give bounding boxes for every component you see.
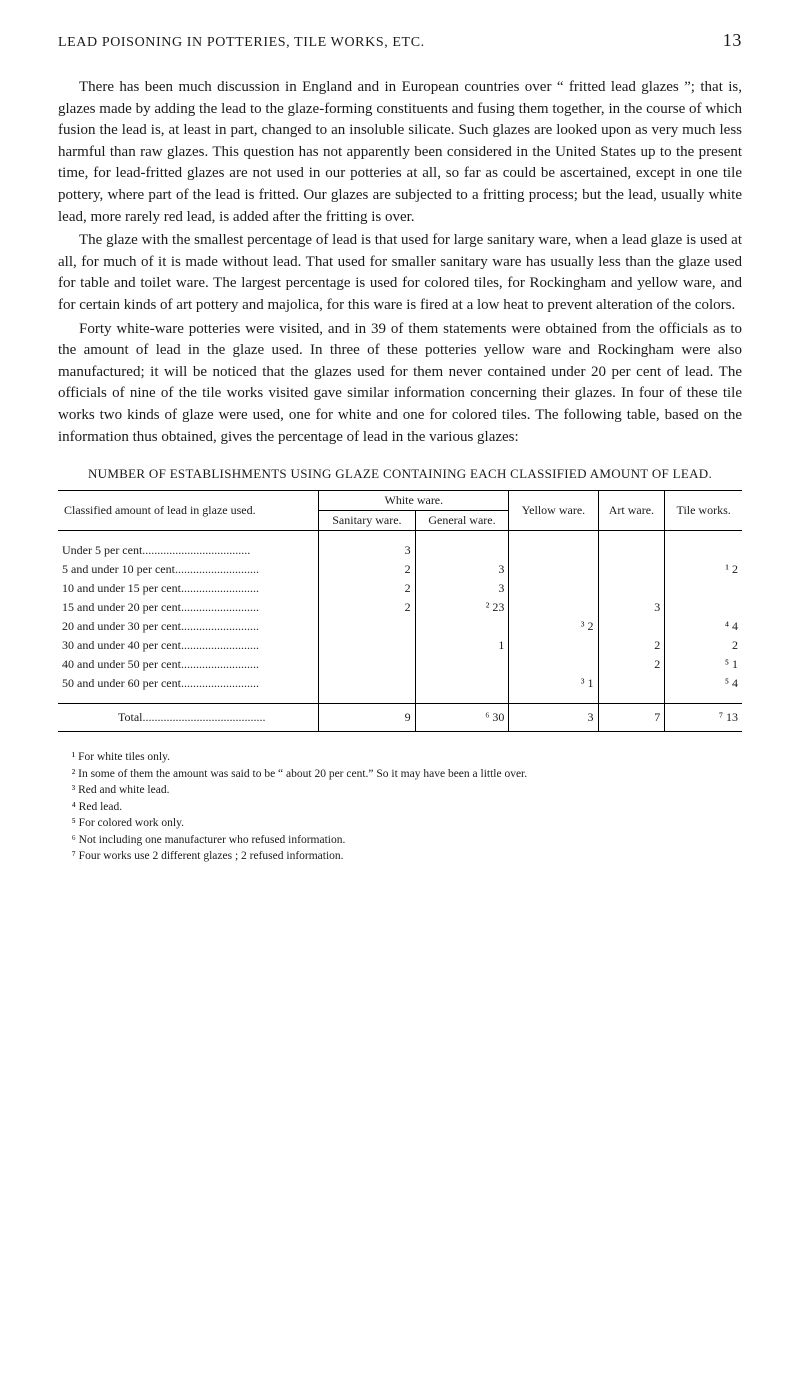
paragraph-3: Forty white-ware potteries were visited,… [58, 319, 742, 449]
total-label: Total [118, 710, 143, 724]
cell [509, 541, 598, 560]
cell: ¹ 2 [665, 560, 742, 579]
footnotes: ¹ For white tiles only. ² In some of the… [58, 750, 742, 865]
running-title: LEAD POISONING IN POTTERIES, TILE WORKS,… [58, 35, 425, 51]
running-head: LEAD POISONING IN POTTERIES, TILE WORKS,… [58, 30, 742, 51]
table-row: Under 5 per cent........................… [58, 541, 742, 560]
cell: 3 [598, 598, 665, 617]
cell: 9 [319, 704, 415, 732]
footnote-3: ³ Red and white lead. [58, 783, 742, 799]
cell [598, 674, 665, 693]
cell [509, 598, 598, 617]
footnote-4: ⁴ Red lead. [58, 800, 742, 816]
row-label: 10 and under 15 per cent [62, 581, 181, 595]
cell [319, 655, 415, 674]
cell [598, 579, 665, 598]
cell: ⁶ 30 [415, 704, 509, 732]
cell [509, 655, 598, 674]
cell: 3 [319, 541, 415, 560]
col-stub: Classified amount of lead in glaze used. [58, 491, 319, 531]
row-label: Under 5 per cent [62, 543, 142, 557]
cell: 2 [598, 655, 665, 674]
cell [319, 617, 415, 636]
cell: ³ 1 [509, 674, 598, 693]
cell: ⁷ 13 [665, 704, 742, 732]
cell [509, 636, 598, 655]
row-label: 15 and under 20 per cent [62, 600, 181, 614]
cell [415, 617, 509, 636]
cell: 7 [598, 704, 665, 732]
cell [415, 541, 509, 560]
row-label: 20 and under 30 per cent [62, 619, 181, 633]
cell: 2 [319, 598, 415, 617]
paragraph-2: The glaze with the smallest percentage o… [58, 230, 742, 316]
table-row: 20 and under 30 per cent................… [58, 617, 742, 636]
cell [509, 579, 598, 598]
table-row: 10 and under 15 per cent................… [58, 579, 742, 598]
paragraph-1: There has been much discussion in Englan… [58, 77, 742, 228]
cell [598, 541, 665, 560]
cell [319, 674, 415, 693]
cell [598, 560, 665, 579]
footnote-5: ⁵ For colored work only. [58, 816, 742, 832]
cell [319, 636, 415, 655]
row-label: 5 and under 10 per cent [62, 562, 175, 576]
table-row: 5 and under 10 per cent.................… [58, 560, 742, 579]
cell: ⁵ 4 [665, 674, 742, 693]
cell [665, 579, 742, 598]
cell: ² 23 [415, 598, 509, 617]
cell: 1 [415, 636, 509, 655]
row-label: 50 and under 60 per cent [62, 676, 181, 690]
table-caption: NUMBER OF ESTABLISHMENTS USING GLAZE CON… [58, 466, 742, 482]
table-row: 40 and under 50 per cent................… [58, 655, 742, 674]
col-white-group: White ware. [319, 491, 509, 511]
footnote-1: ¹ For white tiles only. [58, 750, 742, 766]
col-general: General ware. [415, 511, 509, 531]
cell [665, 541, 742, 560]
page: LEAD POISONING IN POTTERIES, TILE WORKS,… [0, 0, 800, 906]
lead-table: Classified amount of lead in glaze used.… [58, 490, 742, 732]
cell: 3 [415, 560, 509, 579]
cell: ⁵ 1 [665, 655, 742, 674]
cell: 2 [319, 560, 415, 579]
col-sanitary: Sanitary ware. [319, 511, 415, 531]
col-yellow: Yellow ware. [509, 491, 598, 531]
page-number: 13 [723, 30, 742, 51]
table-row: 30 and under 40 per cent................… [58, 636, 742, 655]
table-row: 15 and under 20 per cent................… [58, 598, 742, 617]
cell [415, 655, 509, 674]
cell: 3 [415, 579, 509, 598]
footnote-7: ⁷ Four works use 2 different glazes ; 2 … [58, 849, 742, 865]
cell [665, 598, 742, 617]
col-tile: Tile works. [665, 491, 742, 531]
table-row: 50 and under 60 per cent................… [58, 674, 742, 693]
cell [598, 617, 665, 636]
cell: ³ 2 [509, 617, 598, 636]
cell: 2 [598, 636, 665, 655]
cell: 3 [509, 704, 598, 732]
row-label: 40 and under 50 per cent [62, 657, 181, 671]
row-label: 30 and under 40 per cent [62, 638, 181, 652]
cell: 2 [665, 636, 742, 655]
cell [509, 560, 598, 579]
col-art: Art ware. [598, 491, 665, 531]
table-total-row: Total...................................… [58, 704, 742, 732]
cell: 2 [319, 579, 415, 598]
cell: ⁴ 4 [665, 617, 742, 636]
footnote-2: ² In some of them the amount was said to… [58, 767, 742, 783]
cell [415, 674, 509, 693]
footnote-6: ⁶ Not including one manufacturer who ref… [58, 833, 742, 849]
